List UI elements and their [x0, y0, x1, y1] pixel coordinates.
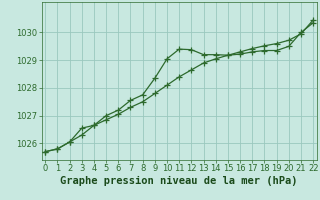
X-axis label: Graphe pression niveau de la mer (hPa): Graphe pression niveau de la mer (hPa): [60, 176, 298, 186]
